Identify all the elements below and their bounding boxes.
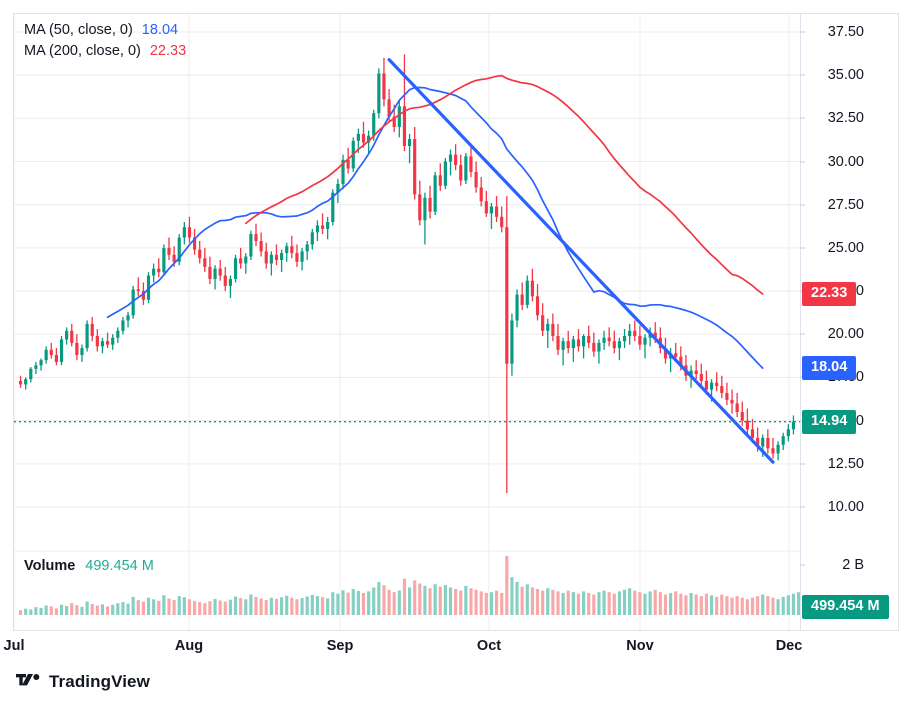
indicator-legend: MA (50, close, 0) 18.04 MA (200, close, … bbox=[24, 20, 186, 62]
legend-row-ma50[interactable]: MA (50, close, 0) 18.04 bbox=[24, 20, 186, 41]
price-tick: 37.50 bbox=[827, 24, 864, 40]
price-axis-separator bbox=[800, 14, 801, 630]
time-axis-label: Jul bbox=[3, 638, 25, 654]
ma200-line bbox=[244, 74, 764, 295]
tradingview-logo[interactable]: TradingView bbox=[16, 672, 150, 692]
price-tick: 20.00 bbox=[827, 326, 864, 343]
price-tick-mark bbox=[800, 31, 805, 33]
volume-plot-svg bbox=[14, 545, 800, 630]
tradingview-mark-icon bbox=[16, 674, 40, 686]
time-axis[interactable]: Jul Aug Sep Oct Nov Dec bbox=[4, 631, 803, 663]
price-tick: 10.00 bbox=[827, 499, 864, 515]
time-axis-label: Sep bbox=[326, 638, 354, 654]
price-tick-mark bbox=[800, 74, 805, 76]
ma50-label: MA (50, close, 0) bbox=[24, 22, 133, 38]
price-tick-mark bbox=[800, 333, 805, 335]
legend-row-ma200[interactable]: MA (200, close, 0) 22.33 bbox=[24, 41, 186, 62]
downtrend-line bbox=[387, 58, 775, 464]
price-tick: 32.50 bbox=[827, 110, 864, 127]
ma200-label: MA (200, close, 0) bbox=[24, 43, 141, 59]
volume-label: Volume bbox=[24, 558, 76, 574]
volume-tick: 2 B bbox=[842, 557, 864, 573]
chart-frame bbox=[13, 13, 899, 631]
price-tick-mark bbox=[800, 506, 805, 508]
volume-series bbox=[18, 555, 800, 615]
price-tick-mark bbox=[800, 117, 805, 119]
ma200-value: 22.33 bbox=[149, 43, 187, 59]
ma50-line bbox=[106, 86, 764, 369]
price-tick: 30.00 bbox=[827, 153, 864, 170]
price-pane[interactable] bbox=[14, 14, 800, 630]
volume-value: 499.454 M bbox=[85, 558, 154, 574]
price-tick-mark bbox=[800, 204, 805, 206]
ma200-price-badge[interactable]: 22.33 bbox=[802, 282, 857, 307]
price-tick-mark bbox=[800, 247, 805, 249]
ma50-value: 18.04 bbox=[141, 22, 179, 38]
time-axis-label: Aug bbox=[174, 638, 204, 654]
price-tick-mark bbox=[800, 463, 805, 465]
last-price-badge[interactable]: 14.94 bbox=[802, 409, 857, 434]
volume-tick-mark bbox=[800, 564, 805, 566]
price-tick: 27.50 bbox=[827, 196, 864, 213]
price-tick-mark bbox=[800, 161, 805, 163]
volume-pane[interactable] bbox=[14, 545, 800, 630]
tradingview-wordmark: TradingView bbox=[49, 672, 150, 691]
candlestick-series bbox=[18, 54, 796, 494]
price-tick: 12.50 bbox=[827, 455, 864, 472]
price-axis[interactable]: 37.5035.0032.5030.0027.5025.0022.5020.00… bbox=[800, 14, 911, 630]
price-tick: 35.00 bbox=[827, 67, 864, 84]
ma50-price-badge[interactable]: 18.04 bbox=[802, 356, 857, 381]
last-volume-badge[interactable]: 499.454 M bbox=[802, 595, 889, 619]
time-axis-label: Oct bbox=[476, 638, 502, 654]
time-axis-label: Nov bbox=[626, 638, 654, 654]
time-axis-label: Dec bbox=[775, 638, 803, 654]
price-tick: 25.00 bbox=[827, 239, 864, 256]
price-plot-svg bbox=[14, 14, 800, 630]
volume-legend[interactable]: Volume 499.454 M bbox=[24, 556, 154, 576]
